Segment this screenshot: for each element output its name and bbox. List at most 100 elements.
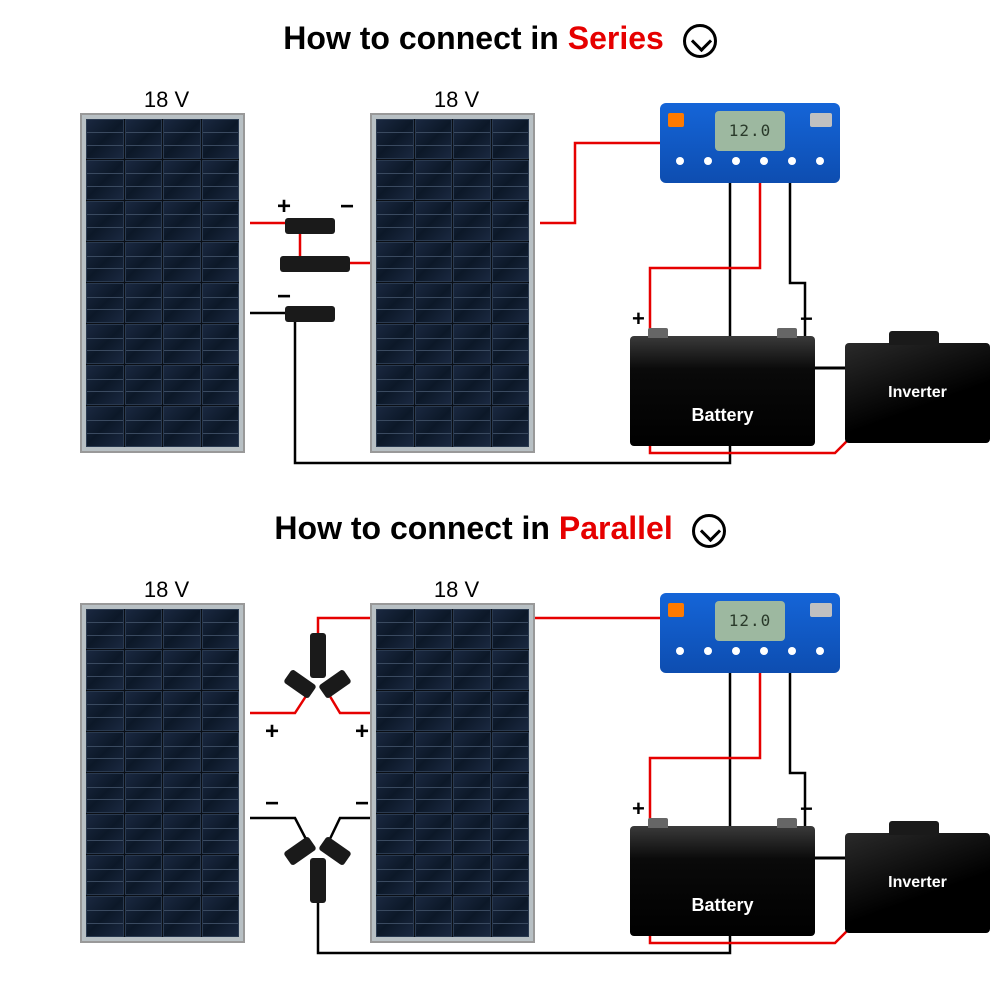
controller-terminal-icon xyxy=(760,157,768,165)
controller-terminal-icon xyxy=(676,157,684,165)
solar-cell xyxy=(415,283,453,323)
solar-cell xyxy=(492,201,530,241)
solar-cell xyxy=(492,609,530,649)
solar-cell xyxy=(376,242,414,282)
solar-cell xyxy=(492,732,530,772)
battery-minus: − xyxy=(800,796,813,822)
solar-panel-1: 18 V xyxy=(80,603,245,943)
panel2-voltage: 18 V xyxy=(376,577,537,603)
solar-cell xyxy=(163,201,201,241)
solar-cell xyxy=(415,242,453,282)
solar-cell xyxy=(376,201,414,241)
solar-cell xyxy=(415,691,453,731)
solar-cell xyxy=(163,242,201,282)
y-branch-negative xyxy=(310,858,326,903)
solar-cell xyxy=(415,650,453,690)
solar-cell xyxy=(125,242,163,282)
solar-cell xyxy=(202,609,240,649)
solar-cell xyxy=(163,650,201,690)
solar-cell xyxy=(86,201,124,241)
parallel-title: How to connect in Parallel xyxy=(0,510,1000,548)
solar-cell xyxy=(453,855,491,895)
mc4-connector xyxy=(285,306,335,322)
solar-cell xyxy=(376,650,414,690)
inverter-label: Inverter xyxy=(888,874,947,892)
solar-cell xyxy=(453,773,491,813)
parallel-title-highlight: Parallel xyxy=(559,510,673,546)
solar-cell xyxy=(415,773,453,813)
solar-cell xyxy=(492,324,530,364)
parallel-title-prefix: How to connect in xyxy=(274,510,558,546)
solar-cell xyxy=(415,119,453,159)
solar-cell xyxy=(376,324,414,364)
solar-cell xyxy=(202,650,240,690)
solar-cell xyxy=(163,283,201,323)
battery-minus: − xyxy=(800,306,813,332)
solar-cell xyxy=(86,896,124,936)
solar-cell xyxy=(453,896,491,936)
controller-terminal-icon xyxy=(704,157,712,165)
solar-cell xyxy=(125,406,163,446)
solar-cell xyxy=(202,732,240,772)
panel2-cells xyxy=(376,609,529,937)
controller-terminal-icon xyxy=(788,157,796,165)
solar-cell xyxy=(415,160,453,200)
solar-cell xyxy=(453,406,491,446)
inverter: Inverter xyxy=(845,833,990,933)
solar-cell xyxy=(376,691,414,731)
solar-panel-2: 18 V xyxy=(370,603,535,943)
solar-cell xyxy=(415,609,453,649)
solar-cell xyxy=(415,855,453,895)
solar-cell xyxy=(125,365,163,405)
solar-cell xyxy=(86,283,124,323)
solar-cell xyxy=(202,855,240,895)
series-title: How to connect in Series xyxy=(0,20,1000,58)
solar-cell xyxy=(125,160,163,200)
solar-cell xyxy=(202,773,240,813)
mc4-connector xyxy=(285,218,335,234)
polarity-minus-1: − xyxy=(340,193,354,221)
p2-minus: − xyxy=(355,790,369,818)
solar-cell xyxy=(86,119,124,159)
solar-cell xyxy=(453,201,491,241)
series-title-highlight: Series xyxy=(568,20,664,56)
solar-cell xyxy=(415,732,453,772)
mc4-connector xyxy=(280,256,350,272)
battery-plus: + xyxy=(632,306,645,332)
controller-terminal-icon xyxy=(788,647,796,655)
solar-cell xyxy=(376,283,414,323)
solar-cell xyxy=(125,896,163,936)
solar-cell xyxy=(163,814,201,854)
p1-minus: − xyxy=(265,790,279,818)
controller-terminal-icon xyxy=(760,647,768,655)
solar-cell xyxy=(492,773,530,813)
solar-cell xyxy=(453,814,491,854)
battery-label: Battery xyxy=(691,895,753,916)
solar-cell xyxy=(163,609,201,649)
inverter: Inverter xyxy=(845,343,990,443)
controller-terminal-icon xyxy=(816,647,824,655)
solar-cell xyxy=(453,650,491,690)
inverter-label: Inverter xyxy=(888,384,947,402)
solar-cell xyxy=(125,650,163,690)
solar-cell xyxy=(163,773,201,813)
solar-cell xyxy=(202,160,240,200)
solar-cell xyxy=(125,855,163,895)
solar-cell xyxy=(453,365,491,405)
chevron-down-icon xyxy=(683,24,717,58)
solar-cell xyxy=(125,609,163,649)
solar-cell xyxy=(202,242,240,282)
solar-cell xyxy=(86,160,124,200)
solar-cell xyxy=(163,160,201,200)
solar-cell xyxy=(86,732,124,772)
controller-display: 12.0 xyxy=(715,111,785,151)
solar-panel-1: 18 V xyxy=(80,113,245,453)
solar-cell xyxy=(492,814,530,854)
solar-cell xyxy=(453,283,491,323)
solar-cell xyxy=(376,855,414,895)
solar-cell xyxy=(125,773,163,813)
solar-cell xyxy=(163,365,201,405)
solar-cell xyxy=(86,855,124,895)
solar-cell xyxy=(125,201,163,241)
solar-cell xyxy=(492,242,530,282)
